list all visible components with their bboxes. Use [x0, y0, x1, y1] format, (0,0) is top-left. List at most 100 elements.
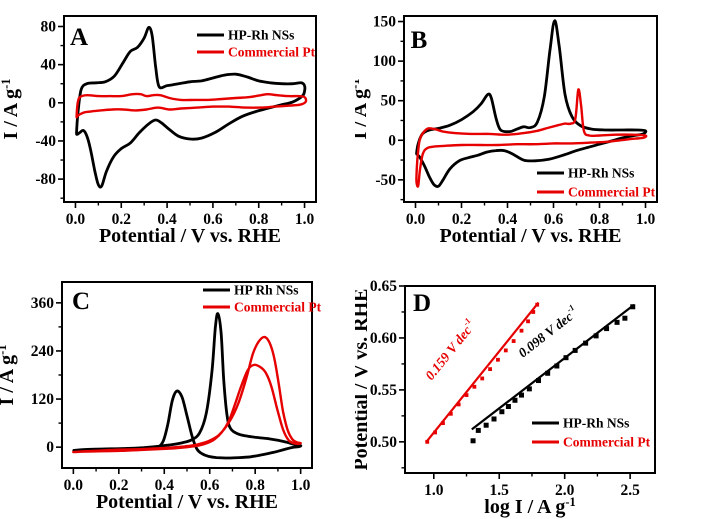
data-point — [536, 378, 542, 384]
svg-text:1.0: 1.0 — [291, 477, 311, 494]
svg-text:40: 40 — [41, 57, 57, 74]
panel-c-chart: 0.0 0.2 0.4 0.6 0.8 1.0 360 240 120 0 Potential / … — [0, 281, 322, 513]
data-point — [511, 339, 516, 343]
svg-text:360: 360 — [31, 295, 55, 312]
data-point — [593, 333, 599, 339]
data-point — [448, 411, 453, 416]
data-point — [614, 319, 620, 325]
svg-text:0.159 V dec-1: 0.159 V dec-1 — [421, 316, 479, 382]
svg-text:0.0: 0.0 — [64, 477, 84, 494]
panel-a-chart: 0.0 0.2 0.4 0.6 0.8 1.0 80 40 0 -40 -80 Potential /… — [0, 15, 317, 247]
svg-text:0.6: 0.6 — [544, 211, 564, 228]
data-point — [583, 340, 589, 346]
data-point — [480, 376, 485, 381]
data-point — [554, 363, 560, 369]
svg-text:0.4: 0.4 — [155, 477, 175, 494]
svg-text:C: C — [72, 288, 90, 315]
svg-text:I / A g-1: I / A g-1 — [0, 345, 18, 406]
data-point — [518, 392, 524, 398]
svg-text:Commercial Pt: Commercial Pt — [563, 435, 651, 450]
data-point — [545, 370, 551, 376]
svg-text:-80: -80 — [35, 171, 56, 188]
plot-area-B — [415, 19, 648, 188]
data-point — [456, 402, 461, 407]
panel-b-chart: 0.0 0.2 0.4 0.6 0.8 1.0 150 100 50 0 -50 Potential … — [355, 14, 658, 247]
svg-text:0: 0 — [388, 132, 396, 149]
data-point — [572, 347, 578, 353]
plot-area-D — [425, 301, 636, 444]
svg-text:0: 0 — [46, 439, 54, 456]
data-point — [604, 326, 610, 332]
curve-hp-rh-nss — [415, 19, 648, 188]
svg-text:HP-Rh NSs: HP-Rh NSs — [563, 416, 629, 431]
svg-text:Potential / V vs. RHE: Potential / V vs. RHE — [99, 225, 281, 247]
data-point — [535, 302, 540, 307]
svg-text:0.50: 0.50 — [370, 434, 397, 451]
data-point — [464, 393, 469, 397]
svg-text:0.8: 0.8 — [249, 211, 269, 228]
svg-text:240: 240 — [31, 343, 55, 360]
svg-text:100: 100 — [373, 53, 397, 70]
data-point — [630, 304, 636, 310]
data-point — [433, 430, 438, 435]
data-point — [483, 422, 489, 428]
svg-text:-50: -50 — [375, 172, 396, 189]
curve-hp-rh-nss — [72, 312, 303, 460]
svg-text:0.6: 0.6 — [200, 477, 220, 494]
svg-text:1.0: 1.0 — [636, 211, 656, 228]
svg-text:Potential / V vs. RHE: Potential / V vs. RHE — [355, 288, 372, 470]
svg-text:2.0: 2.0 — [555, 482, 575, 499]
svg-text:0.0: 0.0 — [66, 211, 86, 228]
svg-text:0.65: 0.65 — [370, 278, 397, 295]
fit-line — [471, 303, 635, 431]
data-point — [491, 416, 497, 422]
data-point — [526, 319, 530, 324]
plot-area-C — [72, 312, 303, 460]
svg-text:150: 150 — [373, 14, 397, 31]
svg-text:HP-Rh NSs: HP-Rh NSs — [568, 166, 634, 181]
plot-area-A — [75, 26, 308, 189]
svg-text:1.0: 1.0 — [295, 211, 315, 228]
svg-text:D: D — [413, 290, 431, 317]
data-point — [499, 409, 505, 415]
svg-text:0.8: 0.8 — [590, 211, 610, 228]
curve-commercial-pt — [415, 88, 648, 188]
curve-commercial-pt — [75, 92, 308, 119]
svg-text:Commercial Pt: Commercial Pt — [568, 185, 656, 200]
data-point — [505, 404, 511, 410]
curve-commercial-pt — [72, 335, 302, 454]
data-point — [622, 315, 628, 321]
svg-text:-40: -40 — [35, 133, 56, 150]
svg-text:log I / A g-1: log I / A g-1 — [484, 495, 575, 518]
fit-line — [425, 301, 540, 444]
axes-box — [404, 285, 656, 474]
svg-text:1.0: 1.0 — [424, 482, 444, 499]
svg-text:0: 0 — [48, 95, 56, 112]
svg-text:1.5: 1.5 — [490, 482, 510, 499]
svg-text:2.5: 2.5 — [620, 482, 640, 499]
data-point — [472, 384, 477, 389]
svg-text:0.60: 0.60 — [370, 330, 397, 347]
data-point — [563, 355, 569, 361]
svg-text:0.2: 0.2 — [109, 477, 129, 494]
svg-text:0.4: 0.4 — [498, 211, 518, 228]
data-point — [496, 357, 500, 362]
data-point — [488, 367, 492, 372]
svg-text:0.0: 0.0 — [406, 211, 426, 228]
svg-text:HP Rh NSs: HP Rh NSs — [234, 283, 299, 298]
data-point — [503, 348, 508, 353]
svg-text:0.4: 0.4 — [157, 211, 177, 228]
svg-text:0.2: 0.2 — [112, 211, 132, 228]
svg-text:80: 80 — [41, 18, 57, 35]
svg-text:0.6: 0.6 — [203, 211, 223, 228]
data-point — [519, 328, 524, 333]
data-point — [531, 310, 536, 314]
data-point — [425, 439, 430, 444]
svg-text:Commercial Pt: Commercial Pt — [234, 300, 322, 315]
data-point — [475, 427, 481, 433]
panel-d-chart: 1.0 1.5 2.0 2.5 0.65 0.60 0.55 0.50 log I / A g-… — [355, 278, 656, 518]
curve-hp-rh-nss — [75, 26, 307, 189]
svg-text:0.8: 0.8 — [245, 477, 265, 494]
data-point — [526, 386, 532, 392]
